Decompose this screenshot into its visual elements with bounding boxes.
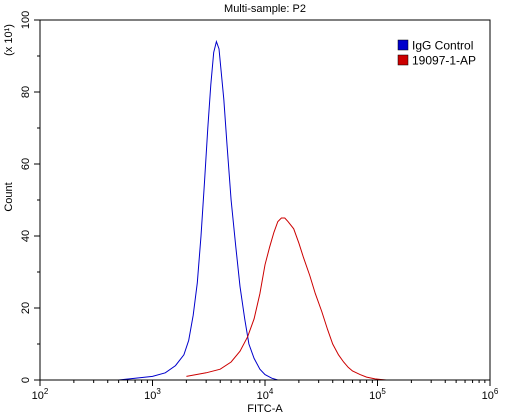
legend-swatch-2: [397, 54, 409, 66]
y-tick-label: 0: [20, 377, 32, 383]
y-tick-label: 60: [20, 158, 32, 170]
curves: [118, 39, 387, 381]
series-line-2: [186, 217, 387, 381]
series-line-1: [118, 39, 278, 381]
x-axis-label: FITC-A: [247, 403, 283, 415]
y-tick-label: 40: [20, 230, 32, 242]
y-axis-label: Count: [3, 182, 15, 211]
y-multiplier-label: (x 10¹): [3, 24, 15, 56]
y-tick-label: 100: [20, 11, 32, 29]
y-axis: 0 20 40 60 80 100: [20, 11, 40, 383]
y-tick-label: 20: [20, 302, 32, 314]
chart-title: Multi-sample: P2: [224, 3, 306, 15]
legend-label-1: IgG Control: [412, 39, 473, 53]
legend-swatch-1: [397, 39, 409, 51]
y-tick-label: 80: [20, 86, 32, 98]
legend-label-2: 19097-1-AP: [412, 54, 476, 68]
